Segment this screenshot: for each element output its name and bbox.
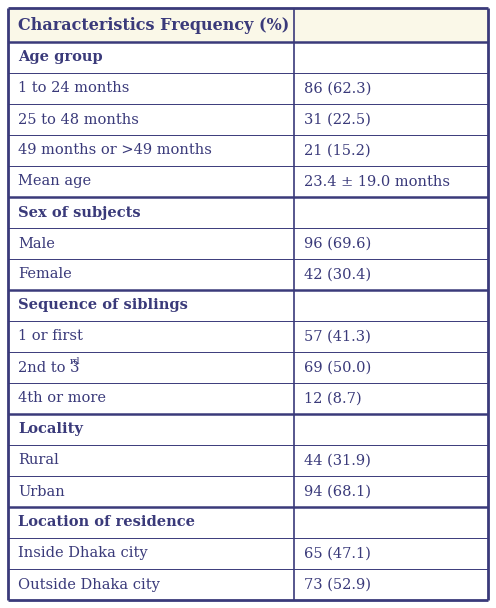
Text: 23.4 ± 19.0 months: 23.4 ± 19.0 months xyxy=(304,174,449,188)
Bar xyxy=(8,352,488,383)
Bar xyxy=(8,507,488,538)
Text: Mean age: Mean age xyxy=(18,174,91,188)
Text: Urban: Urban xyxy=(18,485,65,499)
Bar xyxy=(8,538,488,569)
Text: rd: rd xyxy=(70,357,81,366)
Bar xyxy=(8,8,488,42)
Text: 49 months or >49 months: 49 months or >49 months xyxy=(18,143,212,157)
Bar xyxy=(8,135,488,166)
Text: 4th or more: 4th or more xyxy=(18,392,106,406)
Text: 86 (62.3): 86 (62.3) xyxy=(304,81,371,95)
Text: Characteristics Frequency (%): Characteristics Frequency (%) xyxy=(18,16,289,33)
Bar xyxy=(8,104,488,135)
Text: 65 (47.1): 65 (47.1) xyxy=(304,547,371,561)
Text: Age group: Age group xyxy=(18,50,103,64)
Text: 69 (50.0): 69 (50.0) xyxy=(304,361,371,375)
Bar xyxy=(8,445,488,476)
Text: 12 (8.7): 12 (8.7) xyxy=(304,392,361,406)
Text: 42 (30.4): 42 (30.4) xyxy=(304,268,371,282)
Text: 31 (22.5): 31 (22.5) xyxy=(304,112,371,126)
Bar xyxy=(8,42,488,73)
Bar xyxy=(8,290,488,321)
Text: Sequence of siblings: Sequence of siblings xyxy=(18,299,188,313)
Bar xyxy=(8,228,488,259)
Text: 1 to 24 months: 1 to 24 months xyxy=(18,81,129,95)
Text: Male: Male xyxy=(18,237,55,250)
Text: Outside Dhaka city: Outside Dhaka city xyxy=(18,578,160,592)
Text: 94 (68.1): 94 (68.1) xyxy=(304,485,371,499)
Text: Inside Dhaka city: Inside Dhaka city xyxy=(18,547,148,561)
Text: 25 to 48 months: 25 to 48 months xyxy=(18,112,139,126)
Bar xyxy=(8,383,488,414)
Bar xyxy=(8,259,488,290)
Text: 21 (15.2): 21 (15.2) xyxy=(304,143,370,157)
Bar xyxy=(8,197,488,228)
Text: Sex of subjects: Sex of subjects xyxy=(18,206,141,219)
Bar xyxy=(8,73,488,104)
Text: 96 (69.6): 96 (69.6) xyxy=(304,237,371,250)
Text: Location of residence: Location of residence xyxy=(18,516,195,530)
Text: 2nd to 3: 2nd to 3 xyxy=(18,361,79,375)
Text: 57 (41.3): 57 (41.3) xyxy=(304,330,371,344)
Text: Rural: Rural xyxy=(18,454,59,468)
Bar xyxy=(8,414,488,445)
Text: Female: Female xyxy=(18,268,72,282)
Bar xyxy=(8,321,488,352)
Text: 73 (52.9): 73 (52.9) xyxy=(304,578,371,592)
Bar xyxy=(8,166,488,197)
Text: 44 (31.9): 44 (31.9) xyxy=(304,454,371,468)
Bar xyxy=(8,476,488,507)
Bar xyxy=(8,569,488,600)
Text: Locality: Locality xyxy=(18,423,83,437)
Text: 1 or first: 1 or first xyxy=(18,330,83,344)
